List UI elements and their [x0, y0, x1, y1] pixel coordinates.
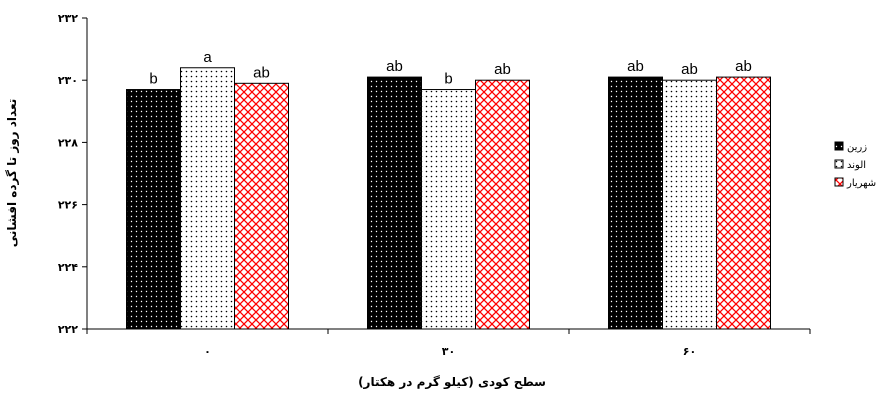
bar [475, 79, 530, 330]
bar [126, 89, 181, 330]
data-label: ab [681, 61, 698, 78]
legend-label: زرین [847, 142, 867, 153]
legend-label: الوند [847, 160, 866, 171]
y-tick-label: ۲۲۸ [58, 136, 78, 149]
y-tick-label: ۲۲۴ [58, 261, 78, 274]
x-axis-title: سطح کودی (کیلو گرم در هکتار) [358, 375, 546, 390]
data-label: b [149, 71, 157, 88]
data-label: ab [494, 61, 511, 78]
data-label: ab [253, 64, 270, 81]
bar [662, 79, 717, 330]
y-tick-label: ۲۳۰ [58, 74, 78, 87]
legend-label: شهریار [846, 178, 876, 189]
x-tick-label: ۳۰ [442, 345, 455, 358]
bar [716, 76, 771, 330]
data-label: ab [386, 58, 403, 75]
x-tick-label: ۶۰ [683, 345, 696, 358]
bar [234, 82, 289, 330]
data-label: ab [627, 58, 644, 75]
y-tick-label: ۲۲۶ [58, 199, 78, 212]
data-label: b [444, 71, 452, 88]
bar [421, 89, 476, 330]
legend-swatch [834, 141, 844, 151]
x-tick-label: ۰ [204, 345, 211, 358]
plot-area: ۲۲۲ ۲۲۴ ۲۲۶ ۲۲۸ ۲۳۰ ۲۳۲ ۰ b a ab ۳۰ ab b ab ۶۰ ab ab ab [58, 12, 811, 358]
bar [608, 76, 663, 330]
y-tick-label: ۲۲۲ [58, 323, 78, 336]
legend: زرین الوند شهریار [834, 141, 876, 189]
legend-swatch [834, 177, 844, 187]
bar [180, 67, 235, 330]
data-label: a [203, 49, 212, 66]
legend-swatch [834, 159, 844, 169]
bar [367, 76, 422, 330]
y-axis-title: تعداد روز تا گرده افشانی [5, 99, 20, 248]
data-label: ab [735, 58, 752, 75]
y-tick-label: ۲۳۲ [58, 12, 78, 25]
